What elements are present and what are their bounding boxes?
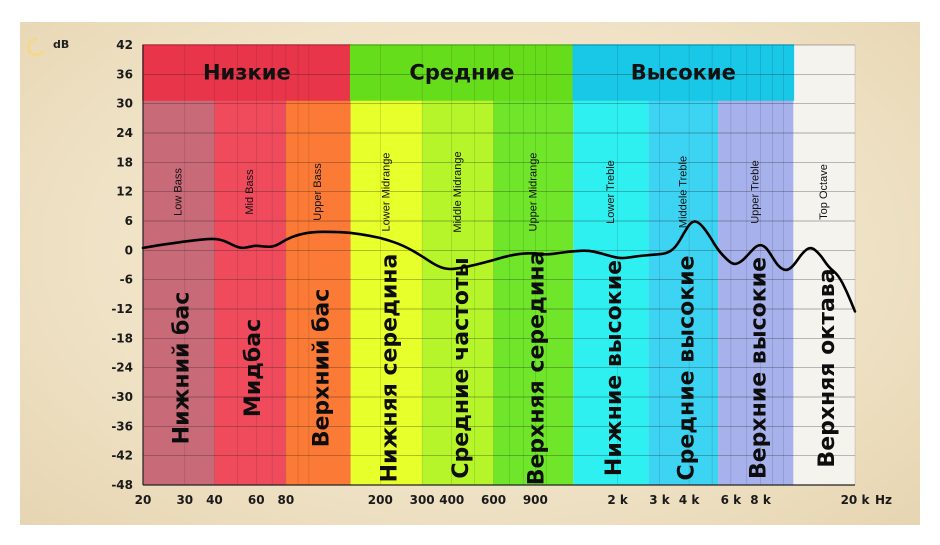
x-tick-label: 600 (481, 493, 506, 507)
x-tick-label: 20 (135, 493, 152, 507)
x-tick-label: 6 k (721, 493, 743, 507)
band-regions (143, 45, 855, 485)
x-tick-label: 40 (206, 493, 223, 507)
group-header-box (572, 44, 795, 101)
band-russian-label: Верхние высокие (747, 257, 772, 479)
band-region (648, 100, 719, 485)
x-tick-label: 8 k (750, 493, 772, 507)
x-tick-label: 30 (176, 493, 193, 507)
y-tick-label: -30 (111, 390, 133, 404)
band-region (350, 100, 423, 485)
x-tick-label: 900 (523, 493, 548, 507)
band-russian-label: Верхняя середина (524, 251, 549, 486)
band-region (285, 100, 351, 485)
y-tick-label: -12 (111, 302, 133, 316)
y-tick-label: -18 (111, 331, 133, 345)
band-english-label: Upper Treble (750, 160, 762, 224)
y-tick-label: -36 (111, 419, 133, 433)
group-header-label: Высокие (631, 61, 736, 85)
x-tick-label: 80 (278, 493, 295, 507)
y-tick-label: -24 (111, 361, 133, 375)
y-tick-label: 6 (125, 214, 133, 228)
y-tick-label: 0 (125, 243, 133, 257)
band-region (793, 45, 855, 100)
band-region (143, 100, 215, 485)
x-tick-labels: 20 30 40 60 80 200 300 400 600 900 2 k 3 k 4 k 6 k 8 k… (135, 493, 892, 507)
y-axis-unit-label: dB (53, 38, 69, 51)
band-english-label: Middle Midrange (452, 151, 464, 232)
x-tick-label: 4 k (679, 493, 701, 507)
y-tick-label: -42 (111, 449, 133, 463)
y-tick-label: 42 (116, 38, 133, 52)
group-headers: Низкие Средние Высокие (142, 44, 795, 101)
band-region (493, 100, 574, 485)
band-english-label: Lower Treble (605, 160, 617, 224)
band-english-label: Mid Bass (244, 169, 256, 215)
band-region (718, 100, 794, 485)
band-english-labels: Low Bass Mid Bass Upper Bass Lower Midrange… (173, 151, 830, 232)
band-english-label: Lower Midrange (380, 153, 392, 232)
y-tick-label: -48 (111, 478, 133, 492)
x-tick-label: 60 (248, 493, 265, 507)
axes (142, 45, 855, 486)
response-curve (141, 220, 857, 313)
x-tick-label: 3 k (649, 493, 671, 507)
band-english-label: Middele Treble (677, 156, 689, 228)
band-russian-label: Нижние высокие (602, 260, 627, 476)
x-tick-label: 200 (368, 493, 393, 507)
series-line (141, 220, 857, 313)
x-tick-label: 300 (410, 493, 435, 507)
band-region (422, 100, 494, 485)
band-russian-label: Верхний бас (309, 289, 334, 448)
band-russian-label: Мидбас (241, 319, 266, 417)
y-tick-label: 18 (116, 155, 133, 169)
band-russian-label: Средние высокие (674, 255, 699, 480)
y-tick-label: 24 (116, 126, 133, 140)
y-tick-label: -6 (120, 273, 133, 287)
group-header-box (349, 44, 575, 101)
band-region (214, 100, 286, 485)
band-russian-label: Нижний бас (170, 292, 195, 445)
y-tick-labels: 42 36 30 24 18 12 6 0 -6 -12 -18 -24 -30 -36 -42 -48 (111, 38, 133, 492)
band-english-label: Upper Midrange (527, 153, 539, 232)
x-axis-unit-label: Hz (875, 493, 892, 507)
x-tick-label: 400 (439, 493, 464, 507)
band-english-label: Low Bass (173, 168, 185, 216)
band-russian-labels: Нижний бас Мидбас Верхний бас Нижняя середи… (170, 251, 840, 486)
y-tick-label: 36 (116, 67, 133, 81)
y-tick-label: 12 (116, 185, 133, 199)
x-tick-label: 20 k (841, 493, 871, 507)
band-russian-label: Средние частоты (449, 257, 474, 478)
band-english-label: Upper Bass (312, 163, 324, 221)
x-tick-label: 2 k (607, 493, 629, 507)
band-region (573, 100, 649, 485)
band-english-label: Top Octave (818, 164, 830, 220)
grid-lines (142, 44, 856, 486)
logo-icon (26, 37, 45, 57)
y-tick-label: 30 (116, 97, 133, 111)
group-header-label: Средние (409, 61, 514, 85)
band-region (793, 100, 855, 485)
band-russian-label: Верхняя октава (815, 268, 840, 467)
band-russian-label: Нижняя середина (377, 254, 402, 483)
group-header-box (142, 44, 352, 101)
group-header-label: Низкие (203, 61, 291, 85)
